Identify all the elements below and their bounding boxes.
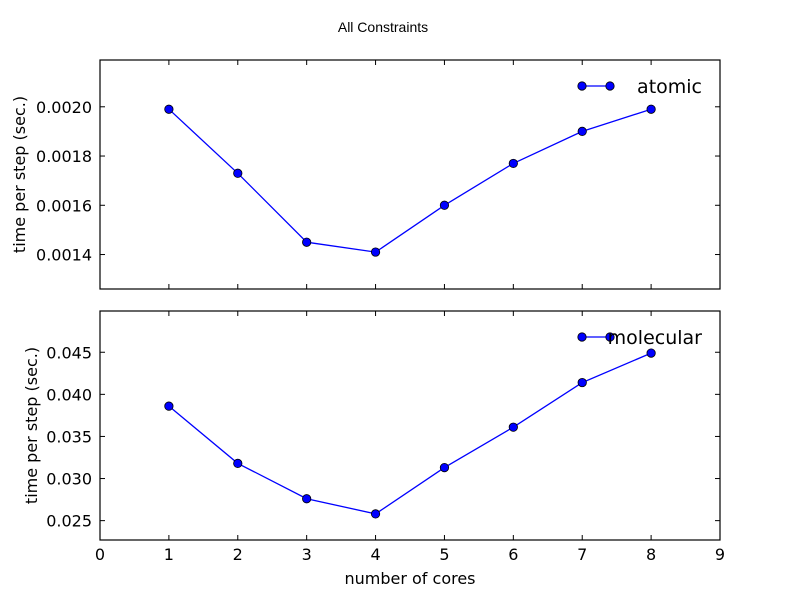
legend-marker: [577, 332, 587, 342]
y-tick-label: 0.045: [46, 343, 92, 362]
y-tick-label: 0.0018: [36, 147, 92, 166]
y-axis-label: time per step (sec.): [22, 347, 41, 504]
legend-label: molecular: [608, 327, 703, 349]
data-point: [233, 458, 243, 468]
legend-marker: [577, 81, 587, 91]
y-tick-label: 0.035: [46, 427, 92, 446]
data-point: [508, 422, 518, 432]
y-axis-label: time per step (sec.): [10, 96, 29, 253]
data-point: [302, 494, 312, 504]
x-axis-label: number of cores: [344, 569, 475, 588]
y-tick-label: 0.040: [46, 385, 92, 404]
data-point: [577, 377, 587, 388]
legend-marker: [605, 81, 615, 91]
plot-frame: [99, 59, 721, 290]
y-tick-label: 0.0020: [36, 98, 92, 117]
subplot-1: 0.0014 0.0016 0.0018 0.0020 time per step (s…: [10, 59, 721, 290]
plot-frame: [99, 310, 721, 541]
data-point: [164, 104, 174, 114]
data-point: [508, 158, 518, 169]
subplots: 0.0014 0.0016 0.0018 0.0020 time per step (s…: [10, 59, 725, 588]
data-point: [439, 200, 450, 210]
y-tick-label: 0.0016: [36, 196, 92, 215]
x-tick-label: 0: [95, 545, 105, 564]
x-tick-label: 2: [233, 545, 243, 564]
x-tick-label: 1: [164, 545, 174, 564]
y-tick-label: 0.025: [46, 512, 92, 531]
legend: atomic: [577, 76, 702, 98]
x-tick-label: 5: [439, 545, 449, 564]
x-tick-label: 8: [646, 545, 656, 564]
series-line-molecular: [168, 352, 652, 515]
x-tick-label: 9: [715, 545, 725, 564]
x-tick-label: 4: [370, 545, 380, 564]
y-tick-label: 0.0014: [36, 246, 92, 265]
x-tick-label: 7: [577, 545, 587, 564]
series-line-atomic: [168, 108, 652, 253]
legend-label: atomic: [637, 76, 702, 98]
figure-title: All Constraints: [338, 19, 428, 35]
data-point: [302, 237, 312, 247]
data-point: [439, 462, 450, 473]
data-point: [370, 247, 381, 257]
data-point: [233, 168, 243, 178]
x-tick-label: 3: [302, 545, 312, 564]
legend: molecular: [577, 327, 703, 349]
data-point: [164, 401, 174, 411]
legend-marker: [605, 332, 615, 342]
data-point: [370, 509, 381, 519]
data-point: [646, 104, 656, 114]
data-point: [646, 348, 656, 358]
y-tick-label: 0.030: [46, 470, 92, 489]
x-tick-label: 6: [508, 545, 518, 564]
data-point: [577, 126, 587, 137]
subplot-2: 0 1 2 3 4 5 6 7 8 9 0.025 0.030 0.035 0.040 0.045 time …: [22, 310, 725, 588]
